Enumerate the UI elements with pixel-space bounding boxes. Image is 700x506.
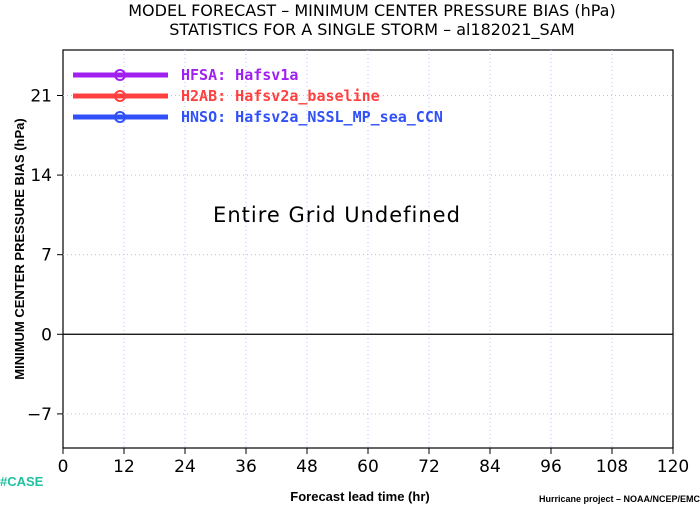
x-tick-label: 24 [174, 457, 196, 477]
x-tick-label: 108 [596, 457, 628, 477]
undefined-grid-annotation: Entire Grid Undefined [213, 203, 461, 227]
y-axis-label: MINIMUM CENTER PRESSURE BIAS (hPa) [12, 118, 27, 379]
case-label: #CASE [0, 474, 44, 489]
x-tick-label: 60 [357, 457, 379, 477]
y-tick-label: −7 [27, 405, 52, 425]
x-tick-label: 72 [418, 457, 440, 477]
x-tick-label: 120 [657, 457, 689, 477]
x-tick-label: 84 [479, 457, 501, 477]
legend-marker [114, 90, 126, 102]
y-tick-label: 0 [41, 325, 52, 345]
x-tick-label: 48 [296, 457, 318, 477]
legend-entry: HNSO: Hafsv2a_NSSL_MP_sea_CCN [181, 108, 443, 126]
x-tick-label: 36 [235, 457, 257, 477]
chart-subtitle: STATISTICS FOR A SINGLE STORM – al182021… [169, 20, 574, 40]
x-tick-label: 0 [58, 457, 69, 477]
x-axis-label: Forecast lead time (hr) [290, 489, 429, 504]
x-tick-label: 96 [540, 457, 562, 477]
y-tick-label: 14 [30, 166, 52, 186]
legend: HFSA: Hafsv1a H2AB: Hafsv2a_baseline HNSO:… [73, 66, 443, 126]
x-tick-label: 12 [113, 457, 135, 477]
legend-entry: HFSA: Hafsv1a [181, 66, 298, 84]
chart-title: MODEL FORECAST – MINIMUM CENTER PRESSURE… [128, 1, 615, 20]
y-tick-label: 7 [41, 246, 52, 266]
legend-marker [114, 69, 126, 81]
y-tick-label: 21 [30, 86, 52, 106]
y-axis: −7 0 7 14 21 [27, 86, 63, 425]
legend-entry: H2AB: Hafsv2a_baseline [181, 87, 380, 105]
legend-marker [114, 111, 126, 123]
x-axis: 0 12 24 36 48 60 72 84 96 108 120 [58, 448, 689, 477]
credit-text: Hurricane project – NOAA/NCEP/EMC [539, 494, 700, 504]
